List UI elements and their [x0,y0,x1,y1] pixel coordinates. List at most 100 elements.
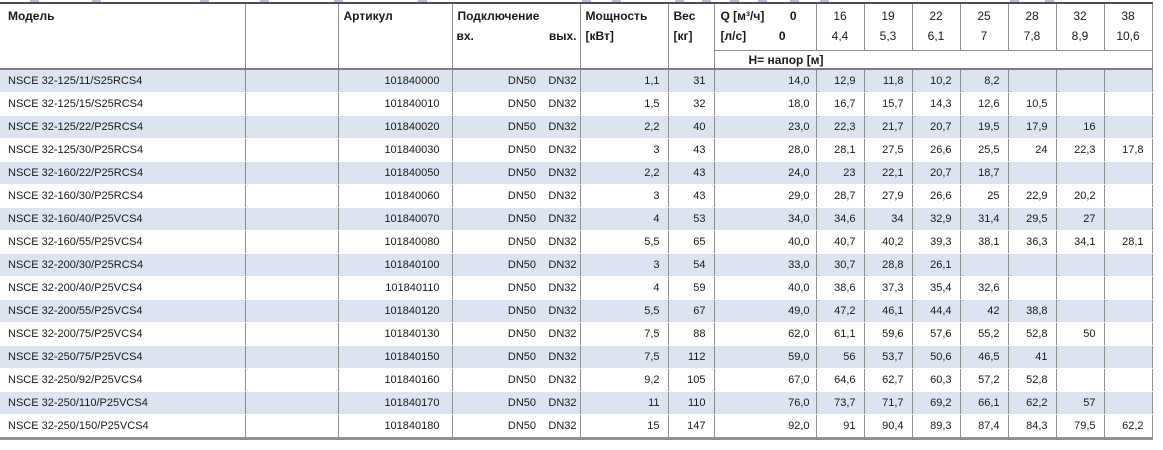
weight-cell: 43 [667,161,715,185]
power-cell: 7,5 [579,322,669,346]
outlet-size-cell: DN32 [538,322,581,346]
head-cell: 19,5 [959,115,1009,139]
article-cell: 101840060 [337,184,452,208]
spacer-cell [244,345,338,369]
model-cell: NSCE 32-125/15/S25RCS4 [0,92,245,116]
power-cell: 3 [579,184,669,208]
outlet-size-cell: DN32 [538,115,581,139]
outlet-size-cell: DN32 [538,276,581,300]
table-row: NSCE 32-125/15/S25RCS4 101840010 DN50 DN32 1… [0,92,1153,116]
head-q0-cell: 76,0 [713,391,817,415]
head-cell: 8,2 [959,69,1009,93]
head-q0-cell: 92,0 [713,414,817,440]
weight-cell: 53 [667,207,715,231]
head-cell: 44,4 [911,299,961,323]
head-cell [1055,161,1105,185]
head-cell: 62,7 [863,368,913,392]
col-header-article: Артикул [337,3,452,70]
head-cell [1007,69,1057,93]
table-row: NSCE 32-250/150/P25VCS4 101840180 DN50 DN32… [0,414,1153,440]
head-q0-cell: 29,0 [713,184,817,208]
table-row: NSCE 32-160/30/P25RCS4 101840060 DN50 DN32 3… [0,184,1153,208]
article-cell: 101840080 [337,230,452,254]
head-q0-cell: 62,0 [713,322,817,346]
weight-cell: 32 [667,92,715,116]
weight-cell: 112 [667,345,715,369]
model-cell: NSCE 32-200/40/P25VCS4 [0,276,245,300]
head-cell: 57,6 [911,322,961,346]
head-cell: 28,8 [863,253,913,277]
outlet-size-cell: DN32 [538,161,581,185]
head-cell: 69,2 [911,391,961,415]
table-row: NSCE 32-200/75/P25VCS4 101840130 DN50 DN32 7… [0,322,1153,346]
col-header-connection: Подключение вх. вых. [451,3,581,70]
inlet-size-cell: DN50 [451,368,538,392]
head-q0-cell: 28,0 [713,138,817,162]
head-cell: 11,8 [863,69,913,93]
outlet-size-cell: DN32 [538,391,581,415]
head-cell: 59,6 [863,322,913,346]
table-row: NSCE 32-250/110/P25VCS4 101840170 DN50 DN32… [0,391,1153,415]
article-cell: 101840010 [337,92,452,116]
model-cell: NSCE 32-160/30/P25RCS4 [0,184,245,208]
inlet-size-cell: DN50 [451,414,538,440]
table-row: NSCE 32-200/30/P25RCS4 101840100 DN50 DN32 3… [0,253,1153,277]
article-cell: 101840110 [337,276,452,300]
weight-cell: 40 [667,115,715,139]
head-cell: 40,2 [863,230,913,254]
head-cell: 38,6 [815,276,865,300]
article-cell: 101840070 [337,207,452,231]
head-cell: 22,3 [1055,138,1105,162]
article-cell: 101840130 [337,322,452,346]
head-cell: 25 [959,184,1009,208]
table-row: NSCE 32-250/92/P25VCS4 101840160 DN50 DN32 9… [0,368,1153,392]
col-header-model: Модель [0,3,245,70]
inlet-size-cell: DN50 [451,345,538,369]
head-cell: 50 [1055,322,1105,346]
head-cell [1055,345,1105,369]
inlet-size-cell: DN50 [451,184,538,208]
head-cell: 29,5 [1007,207,1057,231]
inlet-size-cell: DN50 [451,207,538,231]
power-unit-label: [кВт] [585,29,614,43]
head-cell: 66,1 [959,391,1009,415]
spacer-cell [244,230,338,254]
spacer-cell [244,138,338,162]
outlet-size-cell: DN32 [538,230,581,254]
head-cell: 64,6 [815,368,865,392]
head-cell: 60,3 [911,368,961,392]
model-cell: NSCE 32-200/55/P25VCS4 [0,299,245,323]
model-cell: NSCE 32-160/55/P25VCS4 [0,230,245,254]
head-cell: 21,7 [863,115,913,139]
head-cell: 17,9 [1007,115,1057,139]
head-cell: 17,8 [1103,138,1153,162]
head-cell: 10,5 [1007,92,1057,116]
power-cell: 7,5 [579,345,669,369]
head-q0-cell: 40,0 [713,276,817,300]
col-header-flow-22: 22 6,1 [911,3,961,51]
head-cell [1103,276,1153,300]
head-cell: 32,9 [911,207,961,231]
model-header-label: Модель [8,9,55,23]
table-row: NSCE 32-160/22/P25RCS4 101840050 DN50 DN32 2… [0,161,1153,185]
spacer-cell [244,391,338,415]
head-cell: 57 [1055,391,1105,415]
head-q0-cell: 24,0 [713,161,817,185]
spacer-cell [244,115,338,139]
article-cell: 101840180 [337,414,452,440]
head-cell [1103,69,1153,93]
head-cell: 18,7 [959,161,1009,185]
outlet-size-cell: DN32 [538,414,581,440]
inlet-size-cell: DN50 [451,161,538,185]
weight-header-label: Вес [673,9,696,23]
head-cell [1103,92,1153,116]
head-cell [1103,115,1153,139]
head-cell [1055,368,1105,392]
head-cell: 61,1 [815,322,865,346]
model-cell: NSCE 32-250/92/P25VCS4 [0,368,245,392]
table-row: NSCE 32-160/40/P25VCS4 101840070 DN50 DN32 4… [0,207,1153,231]
head-cell: 12,6 [959,92,1009,116]
cropped-text-remnants [30,0,39,2]
head-cell: 30,7 [815,253,865,277]
power-cell: 2,2 [579,161,669,185]
